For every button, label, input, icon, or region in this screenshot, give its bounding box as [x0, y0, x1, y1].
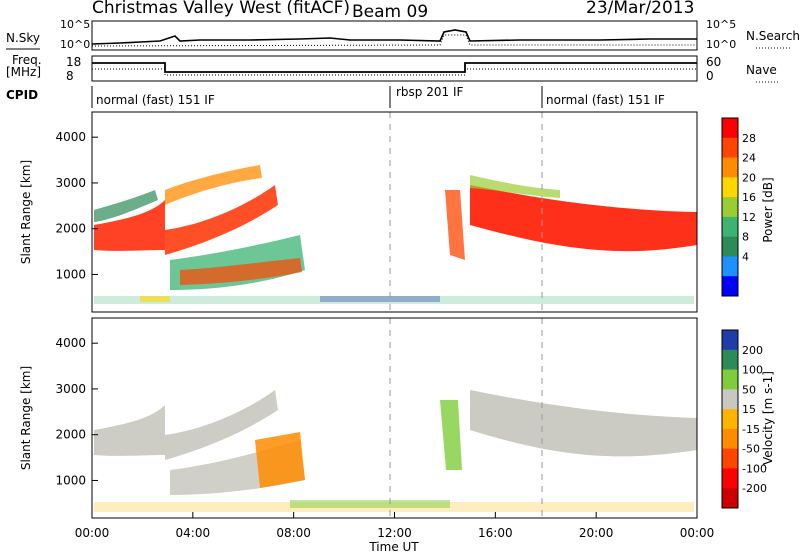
colorbar-tick-label: 16	[742, 191, 756, 204]
y-tick-label: 1000	[55, 267, 86, 281]
freq-unit: [MHz]	[6, 65, 41, 79]
colorbar-segment	[722, 236, 738, 257]
freq-label: Freq.	[12, 53, 42, 67]
colorbar-segment	[722, 468, 738, 489]
colorbar-frame	[721, 117, 739, 297]
colorbar-segment	[722, 448, 738, 469]
colorbar-segment	[722, 256, 738, 277]
x-tick-label: 20:00	[579, 526, 614, 540]
cpid-mode-1: normal (fast) 151 IF	[96, 93, 215, 107]
nsky-tick-low: 10^0	[60, 38, 90, 51]
y-tick-label: 4000	[55, 336, 86, 350]
colorbar-segment	[722, 177, 738, 198]
x-axis-label: Time UT	[368, 540, 419, 554]
colorbar-tick-label: -15	[742, 423, 760, 436]
colorbar-tick-label: 200	[742, 344, 763, 357]
nsky-label: N.Sky	[6, 31, 40, 45]
x-axis: 00:00 04:00 08:00 12:00 16:00 20:00 00:00	[75, 512, 715, 540]
y-tick-label: 1000	[55, 473, 86, 487]
colorbar-tick-label: 4	[742, 250, 749, 263]
nsearch-trace	[91, 34, 697, 47]
nave-tick-high: 60	[706, 55, 721, 69]
colorbar-tick-label: 100	[742, 364, 763, 377]
nave-label: Nave	[746, 63, 777, 77]
colorbar-tick-label: -100	[742, 462, 767, 475]
x-tick-label: 08:00	[276, 526, 311, 540]
freq-tick-high: 18	[66, 55, 81, 69]
colorbar-segment	[722, 369, 738, 390]
y-tick-label: 2000	[55, 222, 86, 236]
freq-trace	[92, 62, 697, 73]
colorbar-segment	[722, 349, 738, 371]
x-tick-label: 00:00	[75, 526, 110, 540]
date-title: 23/Mar/2013	[586, 0, 694, 18]
colorbar-segment	[722, 389, 738, 410]
colorbar-segment	[722, 137, 738, 159]
colorbar-segment	[722, 197, 738, 218]
nave-trace	[92, 68, 697, 76]
cpid-label: CPID	[6, 88, 38, 102]
colorbar-tick-label: 8	[742, 231, 749, 244]
colorbar-tick-label: 50	[742, 383, 756, 396]
cpid-mode-2: rbsp 201 IF	[396, 85, 463, 99]
colorbar-segment	[722, 428, 738, 450]
power-ylabel: Slant Range [km]	[19, 160, 33, 264]
colorbar-segment	[722, 409, 738, 430]
colorbar-segment	[722, 216, 738, 238]
x-tick-label: 04:00	[176, 526, 211, 540]
nsky-tick-high: 10^5	[60, 18, 90, 31]
colorbar-tick-label: -200	[742, 482, 767, 495]
nsearch-tick-low: 10^0	[706, 38, 736, 51]
nsky-trace	[91, 29, 697, 45]
nave-tick-low: 0	[706, 69, 714, 83]
colorbar-segment	[722, 488, 738, 509]
beam-title: Beam 09	[352, 2, 428, 22]
power-panel: Slant Range [km] 4000 3000 2000 1000 28 24 20…	[19, 111, 775, 313]
nsearch-label: N.Search	[746, 29, 800, 43]
nsearch-tick-high: 10^5	[706, 18, 736, 31]
x-tick-label: 16:00	[478, 526, 513, 540]
colorbar-segment	[722, 118, 738, 139]
colorbar-tick-label: 12	[742, 211, 756, 224]
colorbar-tick-label: 15	[742, 403, 756, 416]
y-tick-label: 3000	[55, 176, 86, 190]
y-tick-label: 4000	[55, 130, 86, 144]
colorbar-tick-label: -50	[742, 443, 760, 456]
site-title: Christmas Valley West (fitACF)	[92, 0, 350, 18]
cpid-panel: CPID normal (fast) 151 IF rbsp 201 IF no…	[6, 85, 665, 108]
velocity-panel: Slant Range [km] 4000 3000 2000 1000 200 100…	[19, 317, 775, 519]
x-tick-label: 00:00	[680, 526, 715, 540]
cpid-mode-3: normal (fast) 151 IF	[546, 93, 665, 107]
colorbar-segment	[722, 157, 738, 178]
x-tick-label: 12:00	[377, 526, 412, 540]
colorbar-segment	[722, 330, 738, 351]
velocity-scatter-blobs	[94, 390, 697, 512]
y-tick-label: 3000	[55, 382, 86, 396]
power-scatter-blobs	[94, 165, 697, 304]
freq-panel: Freq. [MHz] 18 8 60 0 Nave	[6, 53, 778, 83]
colorbar-frame	[721, 329, 739, 509]
velocity-cbar-label: Velocity [m s-1]	[761, 371, 775, 465]
colorbar-segment	[722, 276, 738, 297]
colorbar-tick-label: 24	[742, 152, 756, 165]
colorbar-tick-label: 20	[742, 171, 756, 184]
power-cbar-label: Power [dB]	[761, 177, 775, 242]
y-tick-label: 2000	[55, 428, 86, 442]
freq-tick-low: 8	[66, 69, 74, 83]
velocity-ylabel: Slant Range [km]	[19, 366, 33, 470]
colorbar-tick-label: 28	[742, 132, 756, 145]
nsky-panel: N.Sky 10^5 10^0 10^5 10^0 N.Search	[6, 18, 800, 51]
